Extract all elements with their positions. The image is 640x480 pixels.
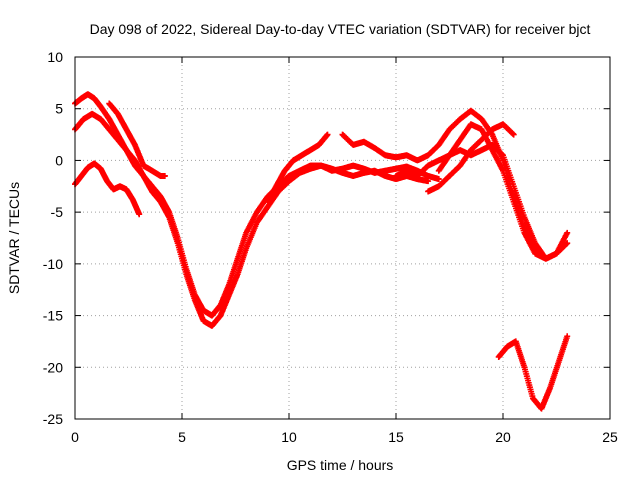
y-tick-label: -25	[43, 411, 63, 427]
data-point	[564, 333, 571, 340]
y-tick-label: 10	[47, 49, 63, 65]
series-track-e	[264, 131, 331, 205]
data-point	[542, 255, 549, 262]
x-tick-label: 10	[281, 429, 297, 445]
x-axis-label: GPS time / hours	[287, 457, 394, 473]
data-point	[324, 131, 331, 138]
series-track-d	[106, 100, 168, 179]
x-tick-label: 25	[602, 429, 618, 445]
x-tick-label: 20	[495, 429, 511, 445]
data-point	[425, 178, 432, 185]
x-tick-label: 15	[388, 429, 404, 445]
series-track-g	[393, 141, 571, 262]
y-tick-label: 5	[55, 101, 63, 117]
x-tick-label: 0	[71, 429, 79, 445]
y-tick-label: -20	[43, 359, 63, 375]
y-tick-label: -10	[43, 256, 63, 272]
y-axis-label: SDTVAR / TECUs	[6, 182, 22, 294]
y-tick-label: -5	[51, 204, 64, 220]
x-tick-label: 5	[178, 429, 186, 445]
y-tick-label: 0	[55, 152, 63, 168]
plot-frame	[74, 56, 611, 420]
data-point	[161, 172, 168, 179]
data-point	[564, 229, 571, 236]
series-track-b	[72, 110, 432, 329]
chart-title: Day 098 of 2022, Sidereal Day-to-day VTE…	[90, 21, 591, 37]
data-point	[510, 131, 517, 138]
series-track-c	[72, 160, 143, 218]
series-track-h	[425, 121, 517, 195]
data-point	[136, 211, 143, 218]
tick-labels: 0 5 10 15 20 25 -25 -20 -15 -10 -5 0 5 10	[43, 49, 618, 445]
data-marks	[72, 91, 571, 412]
series-track-i	[435, 121, 549, 262]
grid-lines	[75, 57, 610, 419]
y-tick-label: -15	[43, 308, 63, 324]
data-point	[564, 240, 571, 247]
series-track-j	[495, 333, 571, 412]
data-point	[435, 176, 442, 183]
